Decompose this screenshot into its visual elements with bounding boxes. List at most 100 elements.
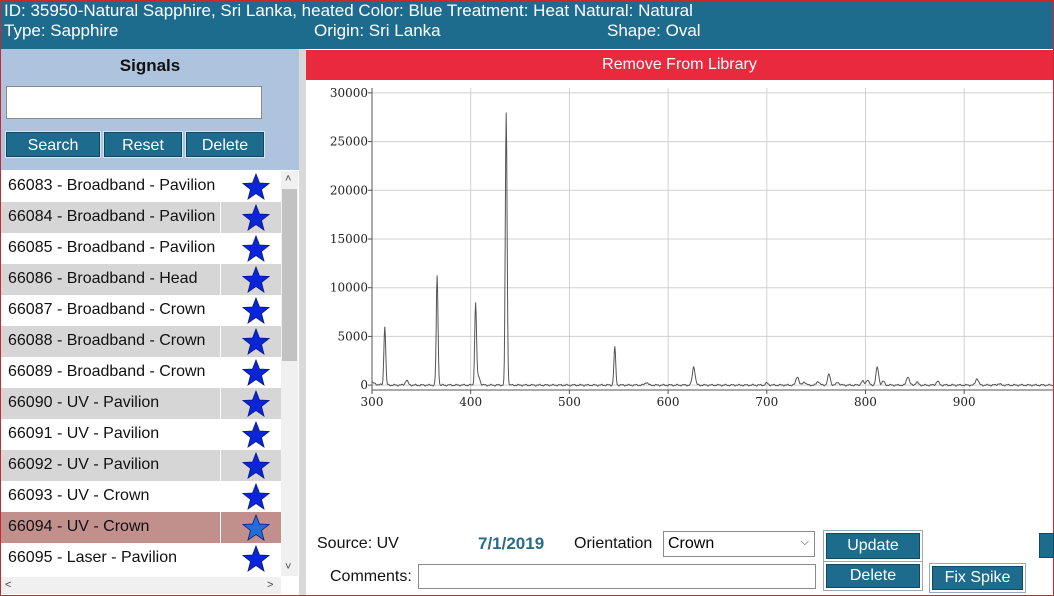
y-tick-label: 10000: [330, 281, 368, 295]
list-item[interactable]: 66084 - Broadband - Pavilion: [1, 202, 281, 233]
delete-signal-button[interactable]: Delete: [186, 132, 264, 157]
cell-divider: [220, 233, 221, 264]
fix-spike-button[interactable]: Fix Spike: [932, 566, 1023, 590]
spectrum-chart: 300 400 500 600 700 800 900 0 5000 10000 15000 2000…: [330, 86, 1053, 409]
y-tick-label: 5000: [337, 329, 368, 343]
cell-divider: [220, 481, 221, 512]
stone-type: Type: Sapphire: [4, 21, 119, 40]
signal-label: 66091 - UV - Pavilion: [8, 425, 160, 442]
cell-divider: [220, 264, 221, 295]
x-tick-label: 300: [361, 395, 384, 409]
x-tick-label: 500: [558, 395, 581, 409]
stone-origin: Origin: Sri Lanka: [314, 21, 441, 40]
update-button[interactable]: Update: [826, 533, 920, 559]
remove-from-library-button[interactable]: Remove From Library: [306, 50, 1053, 80]
signal-label: 66088 - Broadband - Crown: [8, 332, 206, 349]
star-icon[interactable]: [242, 328, 270, 356]
list-item[interactable]: 66093 - UV - Crown: [1, 481, 281, 512]
star-icon[interactable]: [242, 421, 270, 449]
list-item[interactable]: 66094 - UV - Crown: [1, 512, 281, 543]
signals-horizontal-scrollbar[interactable]: < >: [1, 577, 281, 594]
signal-label: 66093 - UV - Crown: [8, 487, 150, 504]
signal-label: 66095 - Laser - Pavilion: [8, 549, 177, 566]
cell-divider: [220, 357, 221, 388]
signal-label: 66083 - Broadband - Pavilion: [8, 177, 216, 194]
comments-input[interactable]: [418, 564, 816, 589]
cell-divider: [220, 419, 221, 450]
star-icon[interactable]: [242, 266, 270, 294]
cell-divider: [220, 512, 221, 543]
signal-label: 66087 - Broadband - Crown: [8, 301, 206, 318]
orientation-value: Crown: [668, 535, 715, 552]
star-icon[interactable]: [242, 514, 270, 542]
partial-button[interactable]: [1039, 533, 1054, 558]
star-icon[interactable]: [242, 297, 270, 325]
cell-divider: [220, 171, 221, 202]
star-icon[interactable]: [242, 483, 270, 511]
orientation-label: Orientation: [574, 535, 653, 552]
reset-button[interactable]: Reset: [104, 132, 182, 157]
list-item[interactable]: 66095 - Laser - Pavilion: [1, 543, 281, 574]
signal-label: 66094 - UV - Crown: [8, 518, 150, 535]
scroll-up-icon[interactable]: ˄: [285, 173, 292, 185]
list-item[interactable]: 66088 - Broadband - Crown: [1, 326, 281, 357]
signal-label: 66090 - UV - Pavilion: [8, 394, 160, 411]
y-tick-label: 25000: [330, 135, 368, 149]
list-item[interactable]: 66091 - UV - Pavilion: [1, 419, 281, 450]
list-item[interactable]: 66089 - Broadband - Crown: [1, 357, 281, 388]
list-item[interactable]: 66083 - Broadband - Pavilion: [1, 171, 281, 202]
star-icon[interactable]: [242, 452, 270, 480]
y-tick-label: 20000: [330, 183, 368, 197]
stone-shape: Shape: Oval: [607, 21, 701, 40]
y-tick-label: 30000: [330, 86, 368, 100]
cell-divider: [220, 326, 221, 357]
list-item[interactable]: 66085 - Broadband - Pavilion: [1, 233, 281, 264]
x-tick-label: 400: [459, 395, 482, 409]
comments-label: Comments:: [330, 568, 412, 585]
scroll-left-icon[interactable]: <: [5, 579, 12, 591]
signal-label: 66086 - Broadband - Head: [8, 270, 198, 287]
x-tick-label: 600: [657, 395, 680, 409]
x-tick-label: 800: [854, 395, 877, 409]
cell-divider: [220, 202, 221, 233]
signal-label: 66084 - Broadband - Pavilion: [8, 208, 216, 225]
star-icon[interactable]: [242, 173, 270, 201]
star-icon[interactable]: [242, 545, 270, 573]
signals-search-input[interactable]: [6, 86, 262, 119]
signals-list: 66083 - Broadband - Pavilion 66084 - Broa…: [1, 171, 281, 576]
star-icon[interactable]: [242, 204, 270, 232]
y-tick-label: 15000: [330, 232, 368, 246]
x-tick-label: 700: [755, 395, 778, 409]
scroll-down-icon[interactable]: ˅: [285, 561, 292, 573]
signal-label: 66085 - Broadband - Pavilion: [8, 239, 216, 256]
cell-divider: [220, 388, 221, 419]
signal-label: 66089 - Broadband - Crown: [8, 363, 206, 380]
header-bar: ID: 35950-Natural Sapphire, Sri Lanka, h…: [1, 1, 1053, 49]
spectrum-line: [371, 112, 1053, 387]
source-label: Source: UV: [317, 535, 399, 552]
star-icon[interactable]: [242, 235, 270, 263]
signal-label: 66092 - UV - Pavilion: [8, 456, 160, 473]
panel-splitter[interactable]: [299, 49, 306, 595]
stone-info-line: ID: 35950-Natural Sapphire, Sri Lanka, h…: [4, 1, 693, 20]
signal-date: 7/1/2019: [478, 534, 545, 553]
list-item[interactable]: 66090 - UV - Pavilion: [1, 388, 281, 419]
delete-button[interactable]: Delete: [826, 564, 920, 588]
chevron-down-icon: ⌵: [800, 536, 809, 548]
list-item[interactable]: 66092 - UV - Pavilion: [1, 450, 281, 481]
search-button[interactable]: Search: [6, 132, 100, 157]
signals-panel: Signals Search Reset Delete: [1, 49, 299, 170]
scroll-right-icon[interactable]: >: [267, 579, 274, 591]
signals-title: Signals: [119, 56, 181, 75]
list-item[interactable]: 66087 - Broadband - Crown: [1, 295, 281, 326]
list-item[interactable]: 66086 - Broadband - Head: [1, 264, 281, 295]
signals-scroll-thumb[interactable]: [282, 189, 297, 361]
cell-divider: [220, 450, 221, 481]
star-icon[interactable]: [242, 390, 270, 418]
orientation-select[interactable]: Crown ⌵: [663, 531, 815, 557]
star-icon[interactable]: [242, 359, 270, 387]
cell-divider: [220, 295, 221, 326]
y-tick-label: 0: [360, 378, 368, 392]
cell-divider: [220, 543, 221, 574]
x-tick-label: 900: [953, 395, 976, 409]
